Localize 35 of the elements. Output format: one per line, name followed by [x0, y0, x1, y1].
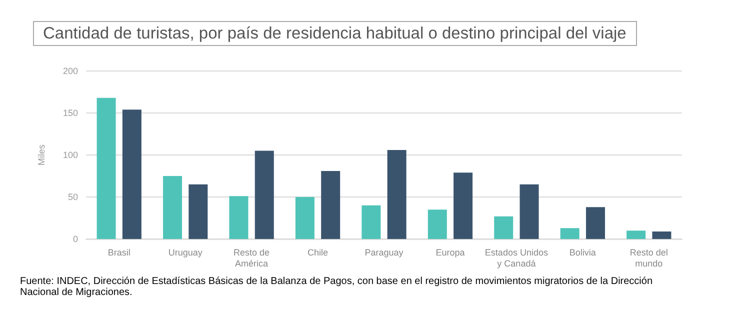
- y-tick-label: 200: [62, 66, 78, 76]
- x-tick-label: Uruguay: [168, 248, 203, 258]
- bar: [362, 205, 381, 239]
- bar: [188, 184, 208, 239]
- bar: [520, 184, 539, 239]
- bar: [454, 172, 473, 239]
- chart-title: Cantidad de turistas, por país de residencia habitual o destino principal del viaje: [43, 24, 626, 42]
- x-tick-label: Brasil: [108, 248, 130, 258]
- bar: [428, 210, 447, 239]
- bar: [96, 98, 116, 239]
- bar: [652, 231, 672, 239]
- x-tick-label: Chile: [308, 248, 328, 258]
- bar: [387, 150, 406, 239]
- source-note: Fuente: INDEC, Dirección de Estadísticas Básicas de la Balanza de Pagos, con base en el registro de movimientos migratorios de la Dirección Nacional de Migraciones.: [20, 276, 656, 298]
- y-tick-label: 50: [68, 192, 78, 202]
- x-tick-label: Bolivia: [569, 248, 596, 258]
- x-tick-label: Estados Unidos y Canadá: [484, 248, 548, 268]
- y-tick-label: 150: [62, 108, 78, 118]
- x-tick-label: Europa: [436, 248, 465, 258]
- bar: [295, 197, 314, 239]
- y-tick-label: 100: [62, 150, 78, 160]
- y-axis-title: Miles: [36, 144, 46, 166]
- x-tick-label: Resto del mundo: [630, 248, 668, 268]
- bar: [560, 228, 580, 239]
- x-tick-label: Resto de América: [234, 248, 270, 268]
- bar: [163, 176, 182, 239]
- bar: [626, 230, 646, 239]
- y-tick-label: 0: [72, 234, 78, 244]
- bar: [229, 196, 248, 239]
- bar: [494, 216, 514, 239]
- bar: [254, 150, 274, 239]
- bar: [122, 110, 142, 239]
- x-tick-label: Paraguay: [364, 248, 404, 258]
- bar: [586, 207, 605, 239]
- bar: [321, 170, 340, 239]
